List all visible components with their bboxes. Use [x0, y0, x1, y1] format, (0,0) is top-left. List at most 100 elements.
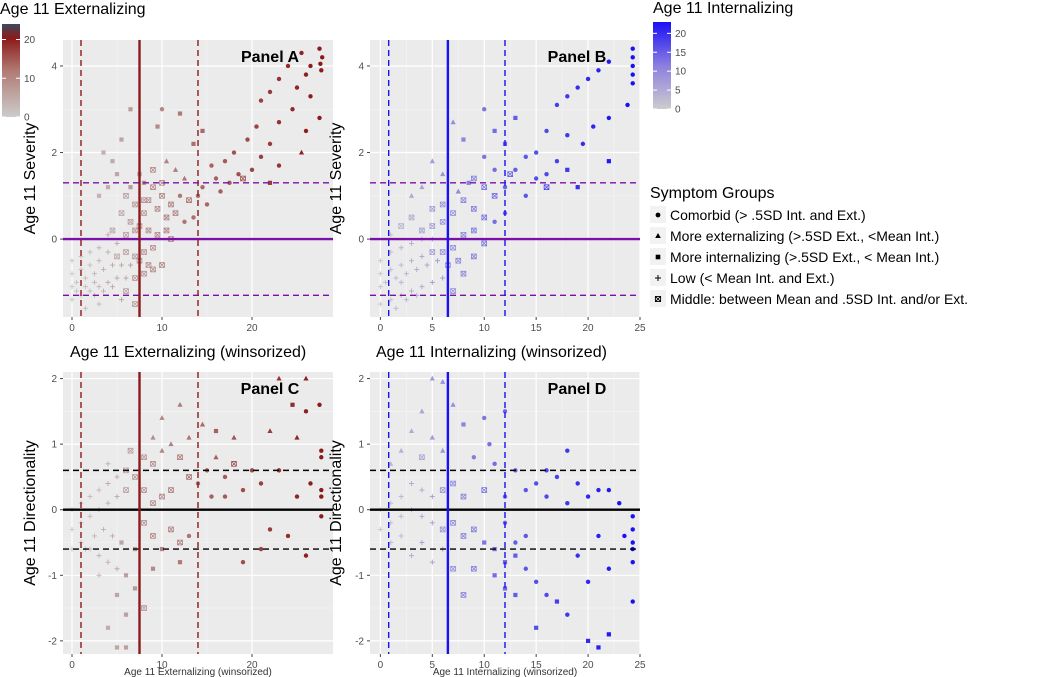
- point-comorbid: [318, 61, 323, 67]
- point-low: [101, 288, 106, 294]
- point-more-internalizing: [114, 592, 120, 598]
- point-comorbid: [290, 107, 295, 112]
- point-more-internalizing: [114, 172, 120, 177]
- point-middle: [154, 205, 161, 212]
- point-low: [377, 301, 383, 307]
- point-middle: [163, 227, 170, 234]
- point-comorbid: [585, 579, 591, 585]
- point-more-externalizing: [303, 375, 309, 381]
- point-middle: [491, 193, 498, 199]
- point-more-internalizing: [177, 111, 183, 116]
- point-middle: [132, 474, 138, 480]
- point-more-externalizing: [450, 119, 456, 125]
- point-low: [114, 275, 120, 281]
- point-comorbid: [630, 540, 635, 545]
- point-more-internalizing: [596, 645, 601, 650]
- point-comorbid: [186, 533, 192, 539]
- y-tick-label: -2: [355, 636, 364, 647]
- point-comorbid: [267, 89, 273, 95]
- point-comorbid: [544, 592, 549, 598]
- panel-label: Panel D: [548, 381, 607, 398]
- point-low: [105, 279, 111, 285]
- colorbar-tick-label: 0: [675, 105, 681, 116]
- point-low: [96, 301, 102, 307]
- point-low: [377, 271, 383, 277]
- point-comorbid: [533, 176, 539, 181]
- point-middle: [127, 447, 134, 454]
- point-more-internalizing: [114, 645, 120, 650]
- point-more-internalizing: [534, 625, 539, 630]
- point-low: [83, 275, 88, 281]
- point-comorbid: [240, 487, 246, 493]
- point-comorbid: [285, 63, 291, 69]
- point-comorbid: [630, 559, 635, 565]
- x-tick-label: 20: [246, 323, 258, 334]
- y-tick-label: 4: [358, 61, 364, 72]
- point-comorbid: [218, 189, 223, 194]
- x-tick-label: 15: [531, 323, 543, 334]
- point-more-externalizing: [231, 434, 237, 440]
- x-tick-label: 20: [583, 323, 595, 334]
- point-low: [105, 480, 111, 486]
- point-low: [105, 559, 111, 565]
- point-middle: [481, 487, 488, 493]
- point-comorbid: [177, 193, 183, 199]
- point-middle: [159, 262, 165, 268]
- point-more-internalizing: [110, 159, 115, 164]
- point-low: [105, 461, 111, 467]
- colorbar-tick-label: 20: [24, 35, 36, 46]
- point-more-internalizing: [155, 124, 160, 129]
- colorbar-tick-label: 15: [675, 48, 687, 59]
- point-comorbid: [596, 533, 601, 539]
- point-comorbid: [267, 527, 273, 532]
- legend-item-label: Middle: between Mean and .5SD Int. and/o…: [670, 291, 968, 307]
- point-comorbid: [303, 128, 309, 134]
- point-low: [105, 232, 111, 238]
- point-comorbid: [276, 76, 282, 82]
- point-more-internalizing: [513, 592, 518, 598]
- point-middle: [186, 474, 192, 480]
- x-axis-label: Age 11 Internalizing (winsorized): [433, 667, 577, 677]
- point-comorbid: [554, 158, 560, 164]
- point-more-externalizing: [419, 408, 425, 414]
- point-low: [403, 271, 409, 277]
- legend-internalizing-title: Age 11 Internalizing: [653, 0, 793, 17]
- colorbar-tick-label: 10: [24, 74, 36, 85]
- point-low: [435, 258, 440, 264]
- point-more-internalizing: [150, 566, 156, 571]
- point-middle: [127, 218, 134, 225]
- point-low: [123, 275, 129, 281]
- point-low: [398, 494, 404, 500]
- point-comorbid: [533, 481, 539, 486]
- point-more-externalizing: [455, 188, 461, 194]
- point-low: [377, 284, 383, 290]
- point-comorbid: [249, 167, 255, 173]
- point-low: [110, 533, 115, 539]
- point-middle: [141, 487, 147, 493]
- point-low: [409, 258, 415, 264]
- point-low: [74, 279, 79, 285]
- point-comorbid: [254, 124, 259, 129]
- point-comorbid: [513, 540, 518, 545]
- point-more-internalizing: [213, 428, 219, 434]
- point-more-internalizing: [96, 193, 102, 198]
- point-comorbid: [630, 55, 635, 60]
- point-comorbid: [606, 487, 612, 493]
- point-more-externalizing: [199, 421, 206, 427]
- y-tick-label: 1: [358, 440, 364, 451]
- point-low: [96, 245, 102, 251]
- point-low: [377, 258, 383, 264]
- point-more-internalizing: [191, 141, 196, 146]
- point-comorbid: [285, 533, 291, 539]
- point-low: [429, 559, 435, 565]
- point-more-internalizing: [606, 159, 611, 164]
- point-middle: [150, 533, 156, 539]
- point-middle: [118, 210, 125, 216]
- point-comorbid: [487, 441, 492, 447]
- point-low: [96, 487, 102, 493]
- point-low: [83, 305, 88, 311]
- point-comorbid: [482, 415, 487, 421]
- point-middle: [132, 301, 138, 307]
- point-comorbid: [492, 219, 497, 224]
- point-more-externalizing: [429, 158, 435, 164]
